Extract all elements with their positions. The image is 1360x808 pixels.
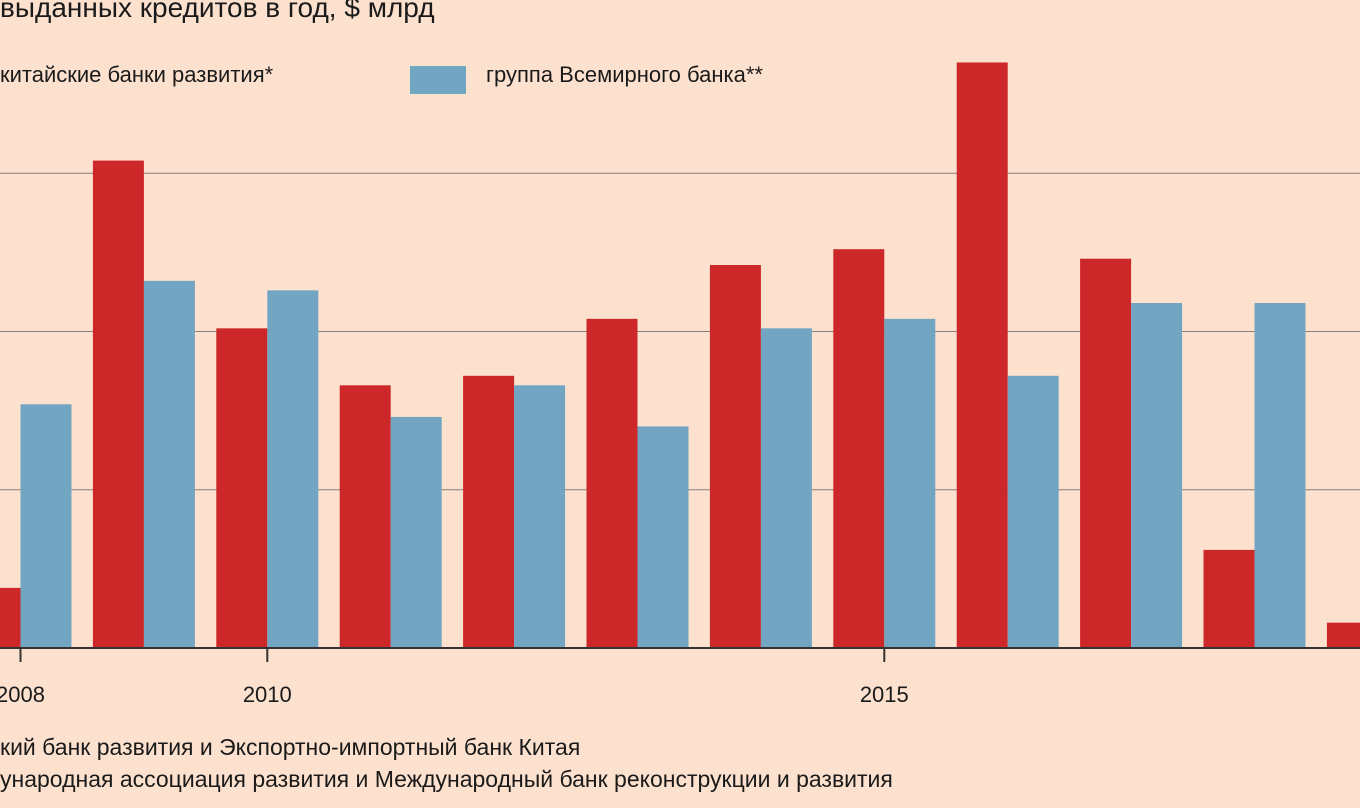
bar-2016-series-0	[956, 62, 1008, 649]
bar-2018-series-1	[1254, 303, 1306, 648]
bar-2008-series-1	[20, 404, 72, 648]
x-tick-label: 2010	[243, 682, 292, 707]
bar-2009-series-1	[143, 280, 195, 648]
legend-item-world-bank: группа Всемирного банка**	[486, 62, 763, 88]
x-tick-label: 2008	[0, 682, 45, 707]
bar-2012-series-0	[463, 375, 515, 648]
bar-2014-series-0	[709, 265, 761, 648]
legend-item-china: китайские банки развития*	[0, 62, 273, 88]
bar-2012-series-1	[514, 385, 566, 648]
bar-2015-series-0	[833, 249, 885, 648]
bar-2018-series-0	[1203, 549, 1255, 648]
bar-2010-series-1	[267, 290, 319, 648]
bar-2013-series-1	[637, 426, 689, 648]
legend-swatch-world-bank	[410, 66, 466, 94]
bar-2017-series-0	[1080, 258, 1132, 648]
bar-2011-series-0	[339, 385, 391, 648]
bar-2008-series-0	[0, 587, 21, 648]
bar-2009-series-0	[92, 160, 144, 648]
bar-2013-series-0	[586, 318, 638, 648]
bar-2015-series-1	[884, 318, 936, 648]
bar-2019-series-0	[1326, 622, 1360, 648]
footnote-china-banks: кий банк развития и Экспортно-импортный …	[0, 734, 581, 760]
chart-title: выданных кредитов в год, $ млрд	[0, 0, 435, 23]
x-tick-label: 2015	[860, 682, 909, 707]
bar-2014-series-1	[760, 328, 812, 648]
footnote-world-bank: ународная ассоциация развития и Междунар…	[0, 766, 893, 792]
legend-label-china: китайские банки развития*	[0, 62, 274, 87]
bar-2010-series-0	[216, 328, 268, 648]
bar-2016-series-1	[1007, 375, 1059, 648]
legend-label-world-bank: группа Всемирного банка**	[486, 62, 763, 87]
bar-2017-series-1	[1131, 303, 1183, 648]
bar-2011-series-1	[390, 416, 442, 648]
